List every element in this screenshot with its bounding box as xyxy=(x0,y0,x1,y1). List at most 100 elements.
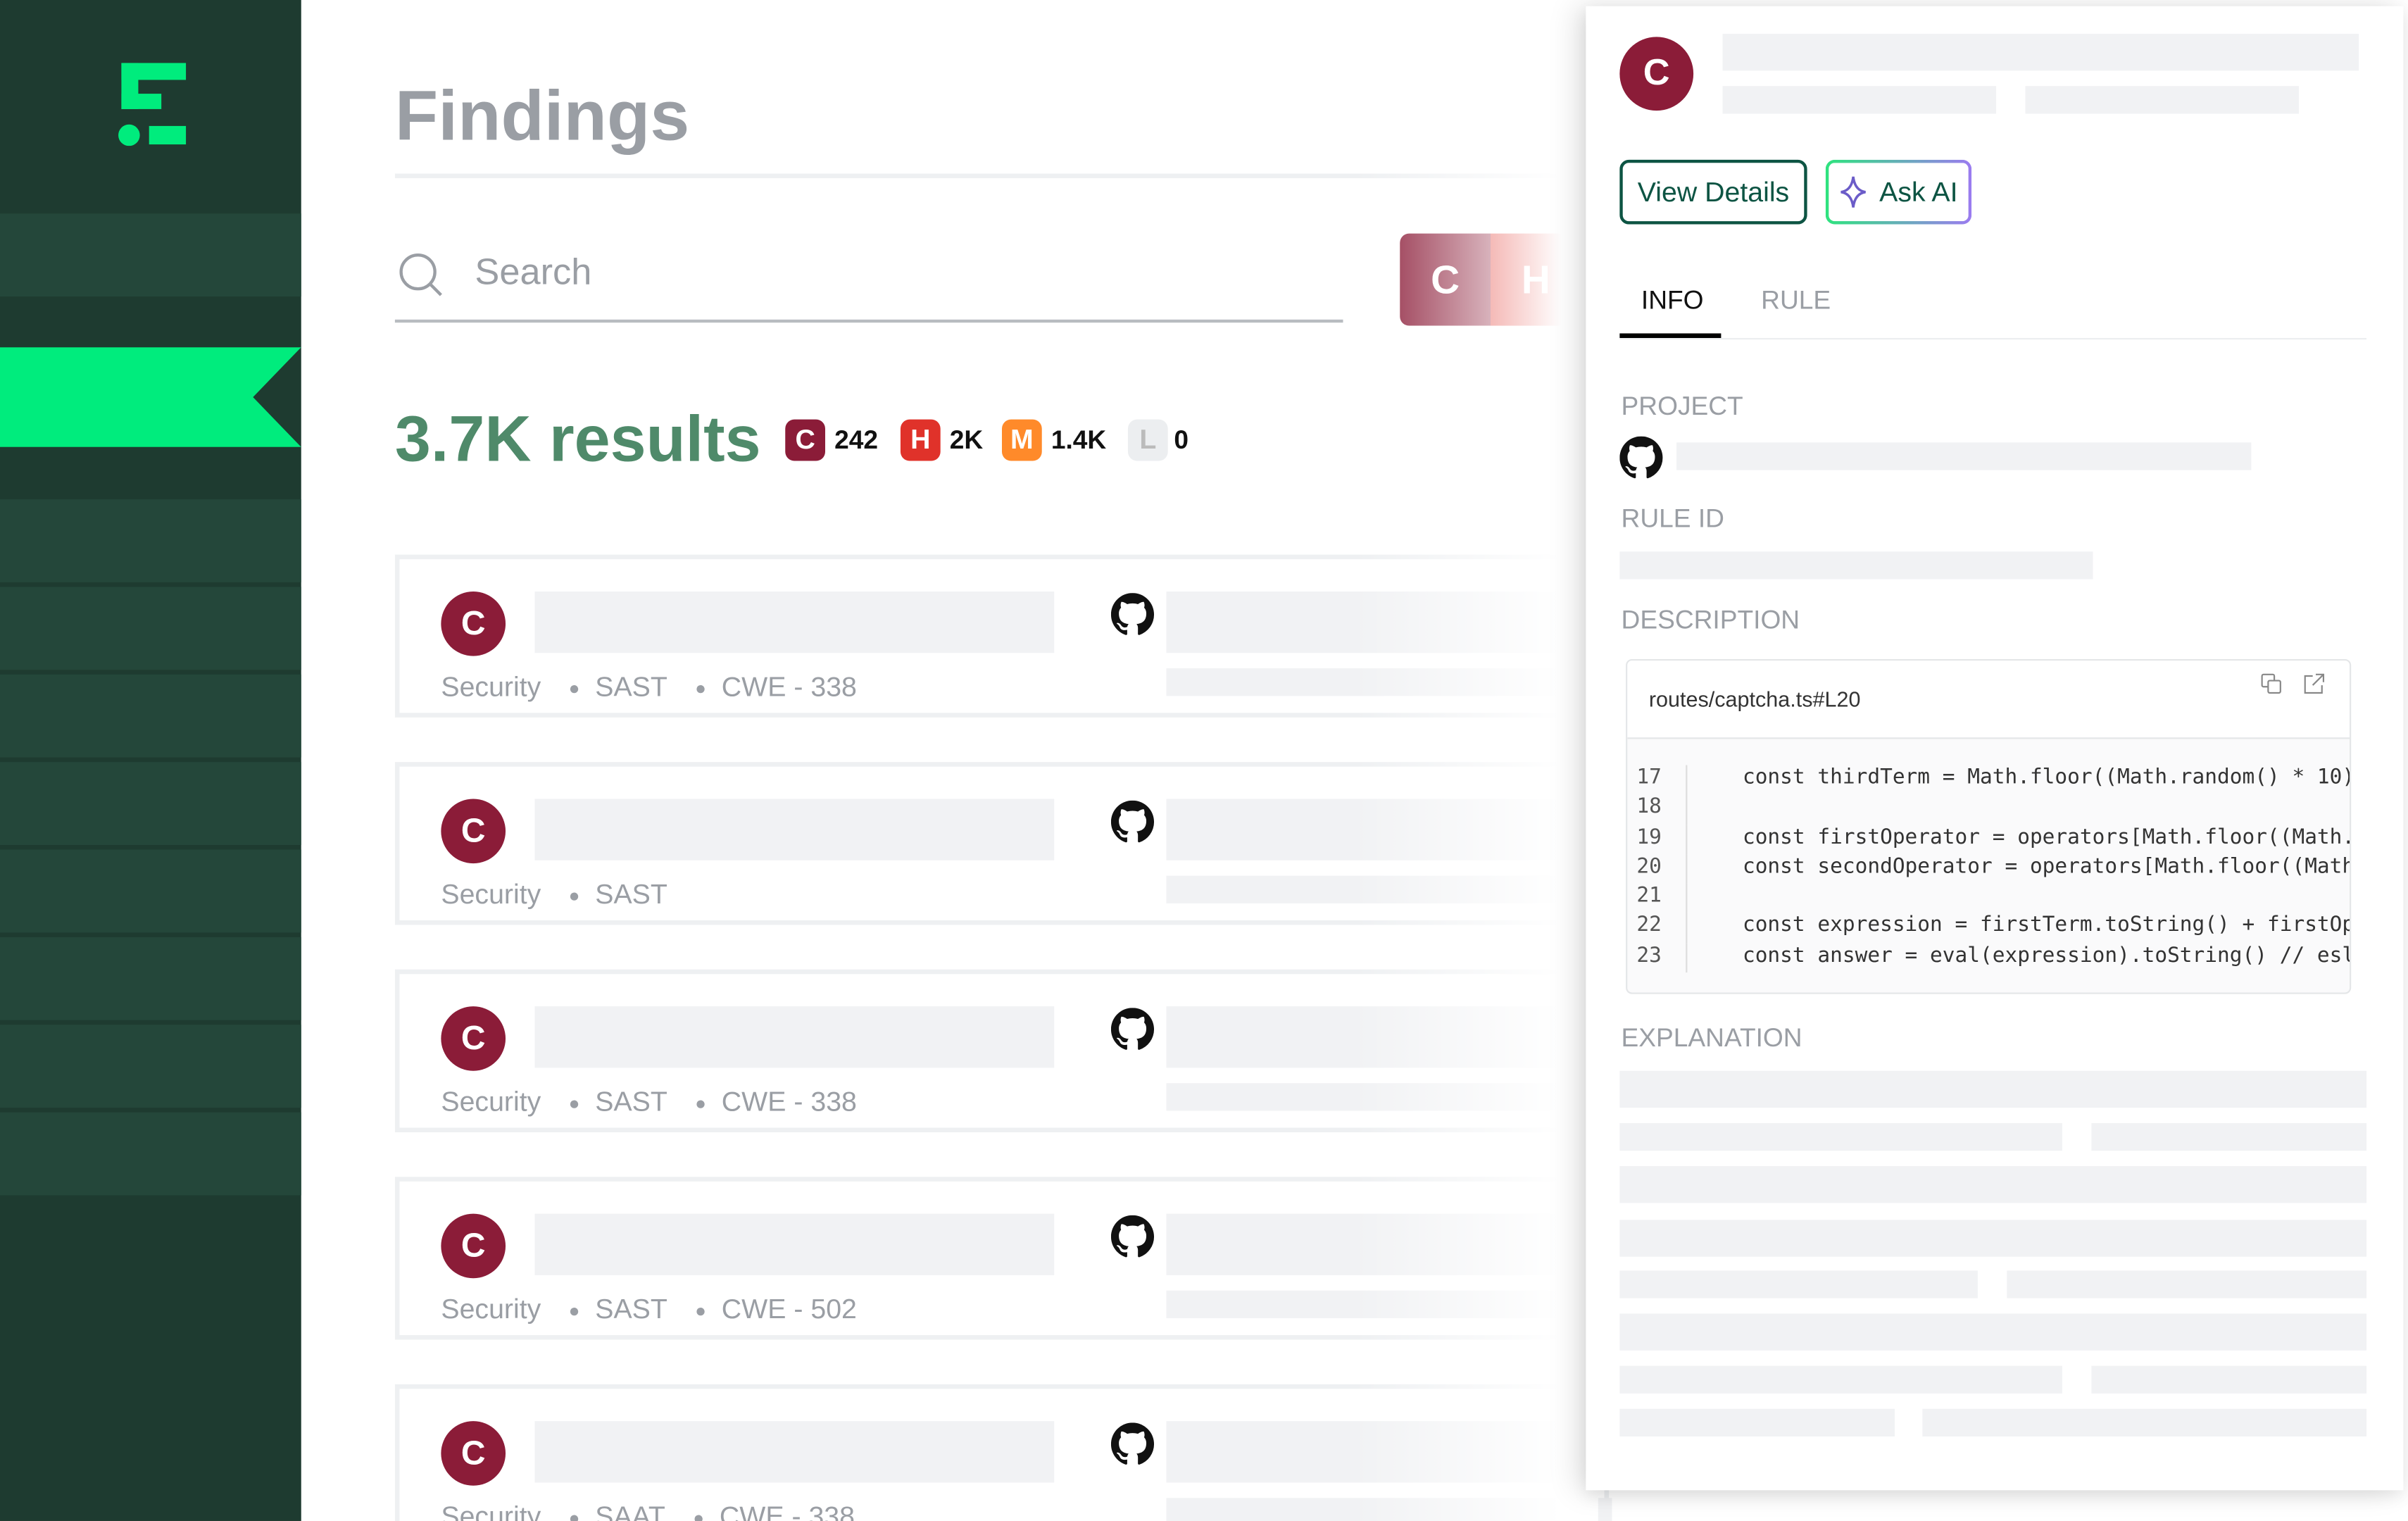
finding-detail-panel: C View Details Ask AI INFO RULE PROJECT … xyxy=(1586,6,2404,1491)
skeleton xyxy=(1619,1270,1978,1298)
line-number: 22 xyxy=(1627,913,1688,944)
active-tab-indicator xyxy=(1619,333,1722,338)
skeleton xyxy=(1619,1070,2367,1108)
github-icon xyxy=(1110,1008,1155,1050)
skeleton xyxy=(1922,1408,2367,1436)
finding-meta: Security ● SAST ● CWE - 338 xyxy=(441,671,857,703)
fade-overlay xyxy=(1352,0,1598,1521)
skeleton xyxy=(1676,442,2252,470)
search-icon xyxy=(399,253,442,296)
github-icon xyxy=(1619,436,1663,479)
skeleton xyxy=(1722,86,1997,114)
sidebar-item[interactable] xyxy=(0,762,301,845)
view-details-button[interactable]: View Details xyxy=(1619,159,1807,225)
finding-category: Security xyxy=(441,671,541,703)
sidebar-item[interactable] xyxy=(0,587,301,670)
skeleton xyxy=(1619,1220,2367,1257)
skeleton xyxy=(1722,33,2359,71)
badge-medium[interactable]: M xyxy=(1001,419,1042,461)
skeleton xyxy=(2091,1122,2367,1151)
skeleton xyxy=(1619,551,2093,580)
code-line: 17 const thirdTerm = Math.floor((Math.ran… xyxy=(1627,765,2352,795)
finding-cwe: CWE - 502 xyxy=(721,1294,857,1325)
line-code: const secondOperator = operators[Math.fl… xyxy=(1742,853,2352,879)
sidebar-item-active[interactable] xyxy=(0,347,301,447)
sparkle-icon xyxy=(1841,176,1866,208)
ask-ai-label: Ask AI xyxy=(1879,175,1958,207)
sidebar-item[interactable] xyxy=(0,1112,301,1196)
code-header: routes/captcha.ts#L20 xyxy=(1627,661,2350,739)
code-line: 20 const secondOperator = operators[Math.… xyxy=(1627,853,2352,884)
sidebar-item[interactable] xyxy=(0,499,301,582)
skeleton xyxy=(534,799,1055,860)
code-line: 21 xyxy=(1627,883,2350,914)
line-number: 21 xyxy=(1627,883,1688,914)
tab-info[interactable]: INFO xyxy=(1641,285,1704,315)
skeleton xyxy=(1619,1365,2062,1394)
line-number: 20 xyxy=(1627,853,1688,884)
line-number: 19 xyxy=(1627,824,1688,854)
severity-avatar: C xyxy=(1619,37,1694,111)
severity-avatar: C xyxy=(441,799,506,864)
github-icon xyxy=(1110,593,1155,635)
finding-category: Security xyxy=(441,1501,541,1521)
severity-avatar: C xyxy=(441,1006,506,1071)
badge-low[interactable]: L xyxy=(1127,419,1168,461)
logo-icon xyxy=(118,63,187,146)
external-link-icon[interactable] xyxy=(2304,673,2326,695)
badge-count: 2K xyxy=(949,425,984,455)
skeleton xyxy=(2007,1270,2367,1298)
skeleton xyxy=(1619,1408,1895,1436)
search-placeholder: Search xyxy=(475,251,592,294)
skeleton xyxy=(534,1421,1055,1483)
badge-high[interactable]: H xyxy=(900,419,941,461)
finding-meta: Security ● SAAT ● CWE - 338 xyxy=(441,1501,855,1521)
copy-icon[interactable] xyxy=(2260,673,2282,695)
results-count: 3.7K results xyxy=(394,402,761,475)
skeleton xyxy=(1619,1122,2062,1151)
severity-avatar: C xyxy=(441,591,506,656)
badge-count: 1.4K xyxy=(1051,425,1107,455)
line-number: 23 xyxy=(1627,943,1688,973)
code-line: 19 const firstOperator = operators[Math.f… xyxy=(1627,824,2352,854)
badge-count: 0 xyxy=(1174,425,1189,455)
severity-avatar: C xyxy=(441,1213,506,1279)
search-input[interactable]: Search xyxy=(394,230,1343,323)
skeleton xyxy=(1619,1313,2367,1351)
skeleton xyxy=(534,1213,1055,1275)
finding-category: Security xyxy=(441,878,541,910)
github-icon xyxy=(1110,800,1155,843)
line-code xyxy=(1687,795,1743,825)
finding-type: SAST xyxy=(595,671,667,703)
file-path-link[interactable]: routes/captcha.ts#L20 xyxy=(1648,687,1861,712)
ask-ai-button[interactable]: Ask AI xyxy=(1826,160,1971,225)
skeleton xyxy=(2091,1365,2367,1394)
line-code: const answer = eval(expression).toString… xyxy=(1742,943,2352,968)
finding-cwe: CWE - 338 xyxy=(721,671,857,703)
finding-meta: Security ● SAST ● CWE - 338 xyxy=(441,1086,857,1118)
github-icon xyxy=(1110,1215,1155,1258)
sidebar-item[interactable] xyxy=(0,674,301,758)
severity-avatar: C xyxy=(441,1421,506,1486)
line-code: const firstOperator = operators[Math.flo… xyxy=(1742,824,2352,849)
badge-critical[interactable]: C xyxy=(785,419,826,461)
tab-rule[interactable]: RULE xyxy=(1761,285,1831,315)
skeleton xyxy=(534,591,1055,653)
code-line: 22 const expression = firstTerm.toString(… xyxy=(1627,913,2352,944)
line-code: const expression = firstTerm.toString() … xyxy=(1742,913,2352,938)
line-code: const thirdTerm = Math.floor((Math.rando… xyxy=(1742,765,2352,790)
code-line: 23 const answer = eval(expression).toStri… xyxy=(1627,943,2352,973)
line-code xyxy=(1687,884,1743,913)
code-snippet: routes/captcha.ts#L20 17 const thirdTerm … xyxy=(1626,658,2352,994)
sidebar-item[interactable] xyxy=(0,1025,301,1108)
sidebar-item[interactable] xyxy=(0,937,301,1020)
project-label: PROJECT xyxy=(1621,392,1743,421)
sidebar-item[interactable] xyxy=(0,849,301,933)
badge-count: 242 xyxy=(834,425,879,455)
sidebar-item[interactable] xyxy=(0,213,301,297)
finding-type: SAAT xyxy=(595,1501,665,1521)
code-line: 18 xyxy=(1627,794,2350,825)
sidebar xyxy=(0,0,301,1521)
skeleton xyxy=(2025,86,2300,114)
finding-type: SAST xyxy=(595,878,667,910)
